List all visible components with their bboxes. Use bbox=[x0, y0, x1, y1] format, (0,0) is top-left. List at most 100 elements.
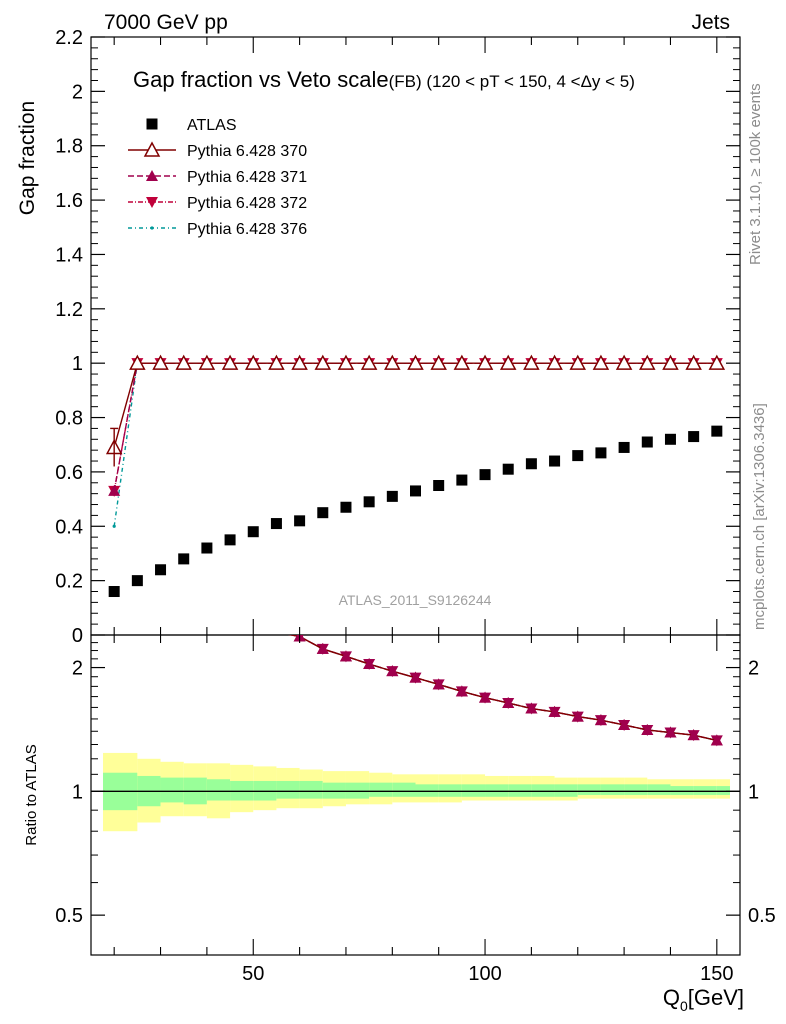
series-1-point bbox=[453, 354, 471, 370]
series-0-point bbox=[224, 534, 236, 546]
series-2-line bbox=[113, 362, 717, 492]
series-0-point bbox=[595, 447, 607, 459]
stat-band bbox=[322, 782, 346, 799]
stat-band bbox=[206, 779, 231, 801]
ratio-series-1-point bbox=[386, 665, 399, 677]
series-0-point bbox=[178, 553, 190, 565]
series-3-line bbox=[113, 362, 717, 492]
series-1-point bbox=[708, 354, 726, 370]
series-1-point bbox=[198, 354, 216, 370]
series-0-point bbox=[155, 564, 167, 576]
ratio-series-1-line bbox=[288, 635, 717, 742]
series-1-point bbox=[291, 354, 308, 370]
series-1-line bbox=[113, 362, 717, 448]
ratio-series-1-point bbox=[641, 723, 654, 735]
ratio-panel: 0.5 0.5 1 1 2 2 Ratio to ATLAS bbox=[23, 634, 776, 956]
series-1-point bbox=[221, 354, 239, 370]
series-1-point bbox=[592, 354, 610, 370]
series-1-point bbox=[476, 354, 494, 370]
header-right: Jets bbox=[691, 11, 730, 34]
series-0-point bbox=[433, 480, 445, 491]
main-ytick-label: 1 bbox=[72, 353, 83, 375]
series-4-point bbox=[112, 524, 116, 528]
legend-item: Pythia 6.428 371 bbox=[128, 169, 307, 186]
legend-item: Pythia 6.428 372 bbox=[128, 195, 307, 212]
stat-band bbox=[531, 784, 555, 797]
ratio-series-1-point bbox=[687, 729, 700, 741]
legend-item: Pythia 6.428 376 bbox=[128, 221, 307, 238]
series-0-point bbox=[456, 474, 468, 486]
main-ytick-label: 1.6 bbox=[55, 190, 83, 212]
stat-band bbox=[485, 784, 509, 797]
main-ytick-label: 0.2 bbox=[55, 571, 83, 593]
stat-band bbox=[670, 786, 694, 795]
legend-swatch-marker bbox=[146, 197, 158, 208]
legend-label: Pythia 6.428 372 bbox=[187, 195, 307, 212]
chart-title-main: Gap fraction vs Veto scale bbox=[133, 67, 389, 92]
series-0-point bbox=[479, 469, 491, 481]
series-2-point bbox=[108, 484, 121, 496]
series-1-point bbox=[244, 354, 262, 370]
series-1-point bbox=[615, 354, 633, 370]
series-1-point bbox=[129, 354, 146, 370]
series-0-point bbox=[572, 450, 584, 462]
ratio-marks bbox=[288, 635, 723, 747]
stat-band bbox=[577, 784, 601, 795]
main-panel: 0 0.2 0.4 0.6 0.8 1 1.2 1.4 1.6 1.8 2 2.2 Gap fract… bbox=[16, 27, 741, 647]
main-ylabel: Gap fraction bbox=[16, 101, 39, 215]
series-0-point bbox=[201, 542, 213, 554]
series-0-point bbox=[340, 501, 352, 513]
series-1-point bbox=[268, 354, 285, 370]
stat-band bbox=[438, 784, 462, 797]
x-tick-label: 50 bbox=[242, 963, 264, 985]
series-1-point bbox=[407, 354, 424, 370]
series-0-point bbox=[317, 507, 329, 519]
ratio-frame bbox=[90, 634, 741, 956]
main-ytick-label: 2.2 bbox=[55, 27, 83, 49]
main-y-axis: 0 0.2 0.4 0.6 0.8 1 1.2 1.4 1.6 1.8 2 2.2 bbox=[55, 27, 740, 647]
legend-label: Pythia 6.428 371 bbox=[187, 169, 307, 186]
ratio-series-1-point bbox=[618, 718, 631, 730]
legend-swatch-marker bbox=[146, 170, 158, 181]
analysis-label: ATLAS_2011_S9126244 bbox=[339, 592, 492, 608]
series-1-point bbox=[546, 354, 563, 370]
stat-band bbox=[160, 777, 184, 803]
stat-band bbox=[299, 780, 323, 799]
ratio-series-3-line bbox=[288, 635, 717, 742]
ratio-series-1-point bbox=[571, 710, 584, 722]
ratio-series-1-point bbox=[363, 658, 376, 670]
legend-swatch-marker bbox=[150, 226, 154, 230]
ratio-series-1-point bbox=[548, 705, 561, 717]
series-0-point bbox=[294, 515, 306, 527]
stat-band bbox=[276, 780, 300, 799]
ratio-y-axis: 0.5 0.5 1 1 2 2 bbox=[55, 642, 776, 927]
ratio-series-1-point bbox=[339, 650, 352, 662]
main-ytick-label: 0.8 bbox=[55, 408, 83, 430]
legend-swatch-marker bbox=[146, 118, 158, 130]
main-ytick-label: 0 bbox=[72, 625, 83, 647]
ratio-ytick-label: 1 bbox=[72, 781, 83, 803]
series-0-point bbox=[502, 463, 514, 475]
series-1-point bbox=[384, 354, 401, 370]
stat-band bbox=[693, 786, 717, 795]
ratio-ytick-label-right: 0.5 bbox=[748, 905, 776, 927]
ratio-ytick-label: 2 bbox=[72, 658, 83, 680]
series-0-point bbox=[525, 458, 537, 470]
series-0-point bbox=[270, 518, 282, 530]
ratio-series-1-point bbox=[316, 642, 329, 654]
main-marks bbox=[105, 354, 726, 598]
series-0-point bbox=[641, 436, 653, 448]
main-ytick-label: 1.8 bbox=[55, 136, 83, 158]
series-1-point bbox=[175, 354, 192, 370]
series-0-point bbox=[688, 431, 700, 443]
ratio-ylabel: Ratio to ATLAS bbox=[23, 744, 40, 845]
legend: ATLAS Pythia 6.428 370 Pythia 6.428 371 Pyt… bbox=[128, 117, 307, 238]
stat-band bbox=[647, 784, 671, 795]
series-1-point bbox=[569, 354, 587, 370]
main-ytick-label: 2 bbox=[72, 81, 83, 103]
mcplots-label: mcplots.cern.ch [arXiv:1306.3436] bbox=[751, 403, 768, 630]
ratio-series-1-point bbox=[525, 702, 538, 714]
stat-band bbox=[461, 784, 486, 797]
ratio-series-1-point bbox=[502, 697, 515, 709]
